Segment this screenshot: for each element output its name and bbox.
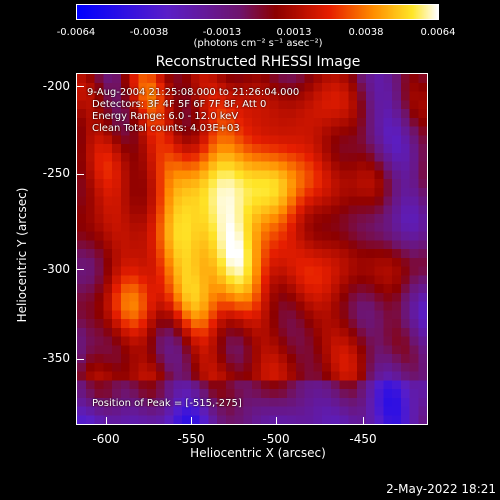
y-tick — [76, 174, 84, 175]
y-tick — [76, 269, 84, 270]
x-tick-label: -500 — [262, 432, 290, 446]
y-tick-label: -200 — [42, 79, 70, 93]
info-time-range: 9-Aug-2004 21:25:08.000 to 21:26:04.000 — [87, 87, 300, 98]
info-peak-position: Position of Peak = [-515,-275] — [92, 398, 242, 409]
colorbar-units: (photons cm⁻² s⁻¹ asec⁻²) — [193, 38, 323, 49]
x-tick — [191, 417, 192, 425]
info-energy-range: Energy Range: 6.0 - 12.0 keV — [92, 111, 239, 122]
x-axis-title: Heliocentric X (arcsec) — [190, 446, 326, 460]
y-axis-title: Heliocentric Y (arcsec) — [15, 187, 29, 323]
y-tick-label: -250 — [42, 166, 70, 180]
colorbar-tick: -0.0064 — [56, 27, 96, 38]
y-tick-label: -350 — [42, 351, 70, 365]
y-tick — [76, 359, 84, 360]
x-tick-label: -600 — [92, 432, 120, 446]
y-tick-label: -300 — [42, 262, 70, 276]
rhessi-image-map — [77, 74, 427, 424]
colorbar — [76, 4, 439, 20]
colorbar-tick: 0.0038 — [348, 27, 384, 38]
x-tick — [106, 417, 107, 425]
y-tick — [76, 86, 84, 87]
colorbar-tick: -0.0013 — [202, 27, 242, 38]
colorbar-tick: 0.0064 — [420, 27, 456, 38]
plot-title: Reconstructed RHESSI Image — [155, 54, 361, 70]
x-tick — [363, 417, 364, 425]
colorbar-tick: 0.0013 — [276, 27, 312, 38]
x-tick-label: -450 — [349, 432, 377, 446]
colorbar-tick: -0.0038 — [129, 27, 169, 38]
plot-date: 2-May-2022 18:21 — [386, 482, 496, 496]
info-clean: Clean Total counts: 4.03E+03 — [92, 123, 240, 134]
info-detectors: Detectors: 3F 4F 5F 6F 7F 8F, Att 0 — [92, 99, 267, 110]
x-tick — [276, 417, 277, 425]
x-tick-label: -550 — [177, 432, 205, 446]
rhessi-image-plot: 9-Aug-2004 21:25:08.000 to 21:26:04.000 … — [76, 73, 428, 425]
